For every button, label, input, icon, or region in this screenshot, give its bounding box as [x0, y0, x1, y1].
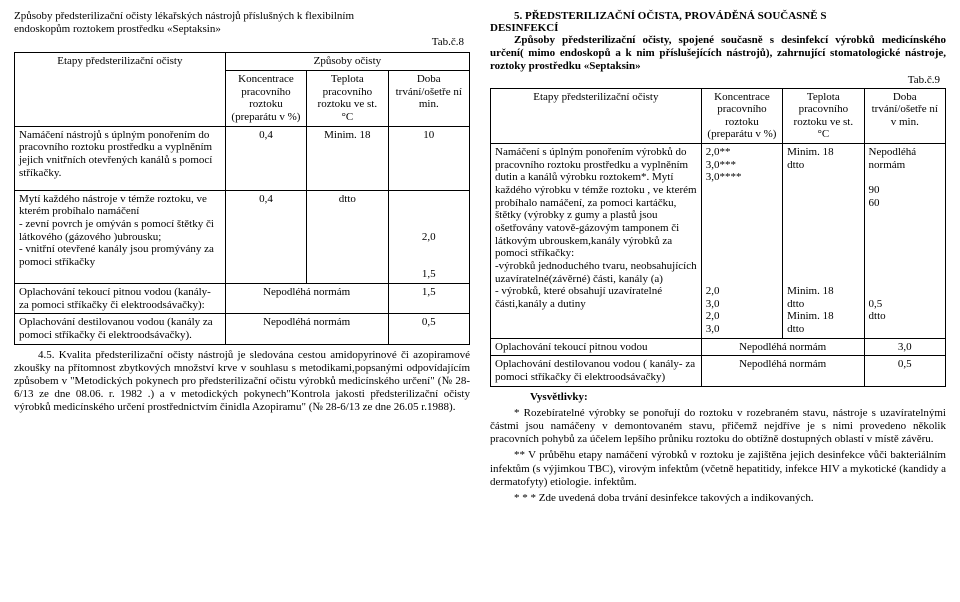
- left-row-2-c4: 1,5: [388, 284, 469, 314]
- left-paragraph: 4.5. Kvalita předsterilizační očisty nás…: [14, 349, 470, 415]
- left-row-0: Namáčení nástrojů s úplným ponořením do …: [15, 126, 470, 190]
- left-row-1-c1: Mytí každého nástroje v témže roztoku, v…: [15, 190, 226, 283]
- left-row-0-c4: 10: [388, 126, 469, 190]
- right-intro: Způsoby předsterilizační očisty, spojené…: [490, 34, 946, 74]
- notes-heading: Vysvětlivky:: [490, 391, 946, 404]
- left-tab-label: Tab.č.8: [14, 36, 464, 48]
- right-row-2-c4: 3,0: [864, 338, 945, 356]
- right-column: 5. PŘEDSTERILIZAČNÍ OČISTA, PROVÁDĚNÁ SO…: [490, 10, 946, 592]
- left-th-c3: Teplota pracovního roztoku ve st. °C: [307, 71, 388, 127]
- right-heading: 5. PŘEDSTERILIZAČNÍ OČISTA, PROVÁDĚNÁ SO…: [490, 10, 946, 34]
- left-row-2: Oplachování tekoucí pitnou vodou (kanály…: [15, 284, 470, 314]
- right-row-3-c4: 0,5: [864, 356, 945, 386]
- left-row-1-c4: 2,0 1,5: [388, 190, 469, 283]
- left-th-super: Etapy předsterilizační očisty Způsoby oč…: [15, 53, 470, 71]
- right-row-2: Oplachování tekoucí pitnou vodou Nepodlé…: [491, 338, 946, 356]
- left-title-line2: endoskopům roztokem prostředku «Septaksi…: [14, 23, 470, 36]
- right-row-3-c23: Nepodléhá normám: [701, 356, 864, 386]
- left-column: Způsoby předsterilizační očisty lékařský…: [14, 10, 470, 592]
- left-th-c2: Koncentrace pracovního roztoku (preparát…: [225, 71, 306, 127]
- right-th-c4: Doba trvání/ošetře ní v min.: [864, 88, 945, 144]
- right-row-1-c1: Namáčení s úplným ponořením výrobků do p…: [491, 144, 702, 339]
- left-row-3-c4: 0,5: [388, 314, 469, 344]
- right-table: Etapy předsterilizační očisty Koncentrac…: [490, 88, 946, 387]
- left-row-3: Oplachování destilovanou vodou (kanály z…: [15, 314, 470, 344]
- left-row-1: Mytí každého nástroje v témže roztoku, v…: [15, 190, 470, 283]
- right-row-1-c4: Nepodléhá normám 90 60 0,5 dtto: [864, 144, 945, 339]
- right-row-2-c1: Oplachování tekoucí pitnou vodou: [491, 338, 702, 356]
- right-row-3-c1: Oplachování destilovanou vodou ( kanály-…: [491, 356, 702, 386]
- right-th-row: Etapy předsterilizační očisty Koncentrac…: [491, 88, 946, 144]
- right-th-c1: Etapy předsterilizační očisty: [491, 88, 702, 144]
- left-th-c1: Etapy předsterilizační očisty: [15, 53, 226, 126]
- left-row-3-c1: Oplachování destilovanou vodou (kanály z…: [15, 314, 226, 344]
- right-row-1-c3: Minim. 18 dtto Minim. 18 dtto Minim. 18 …: [783, 144, 864, 339]
- left-row-3-c23: Nepodléhá normám: [225, 314, 388, 344]
- right-head-line1: 5. PŘEDSTERILIZAČNÍ OČISTA, PROVÁDĚNÁ SO…: [514, 10, 826, 22]
- left-row-0-c3: Minim. 18: [307, 126, 388, 190]
- left-row-2-c23: Nepodléhá normám: [225, 284, 388, 314]
- right-row-1: Namáčení s úplným ponořením výrobků do p…: [491, 144, 946, 339]
- left-row-0-c2: 0,4: [225, 126, 306, 190]
- left-title-block: Způsoby předsterilizační očisty lékařský…: [14, 10, 470, 48]
- left-title-line1: Způsoby předsterilizační očisty lékařský…: [14, 10, 470, 23]
- note-2: ** V průběhu etapy namáčení výrobků v ro…: [490, 449, 946, 489]
- right-row-1-c2: 2,0** 3,0*** 3,0**** 2,0 3,0 2,0 3,0: [701, 144, 782, 339]
- right-th-c3: Teplota pracovního roztoku ve st. °C: [783, 88, 864, 144]
- left-row-1-c3: dtto: [307, 190, 388, 283]
- left-th-c4: Doba trvání/ošetře ní min.: [388, 71, 469, 127]
- right-head-line2: DESINFEKCÍ: [490, 22, 558, 34]
- right-th-c2: Koncentrace pracovního roztoku (preparát…: [701, 88, 782, 144]
- note-1: * Rozebíratelné výrobky se ponořují do r…: [490, 407, 946, 447]
- left-table: Etapy předsterilizační očisty Způsoby oč…: [14, 52, 470, 344]
- left-row-1-c2: 0,4: [225, 190, 306, 283]
- right-row-3: Oplachování destilovanou vodou ( kanály-…: [491, 356, 946, 386]
- note-3: * * * Zde uvedená doba trvání desinfekce…: [490, 492, 946, 505]
- right-notes: Vysvětlivky: * Rozebíratelné výrobky se …: [490, 391, 946, 506]
- left-row-2-c1: Oplachování tekoucí pitnou vodou (kanály…: [15, 284, 226, 314]
- right-row-2-c23: Nepodléhá normám: [701, 338, 864, 356]
- right-tab-label: Tab.č.9: [490, 74, 940, 86]
- left-row-0-c1: Namáčení nástrojů s úplným ponořením do …: [15, 126, 226, 190]
- left-th-span: Způsoby očisty: [225, 53, 469, 71]
